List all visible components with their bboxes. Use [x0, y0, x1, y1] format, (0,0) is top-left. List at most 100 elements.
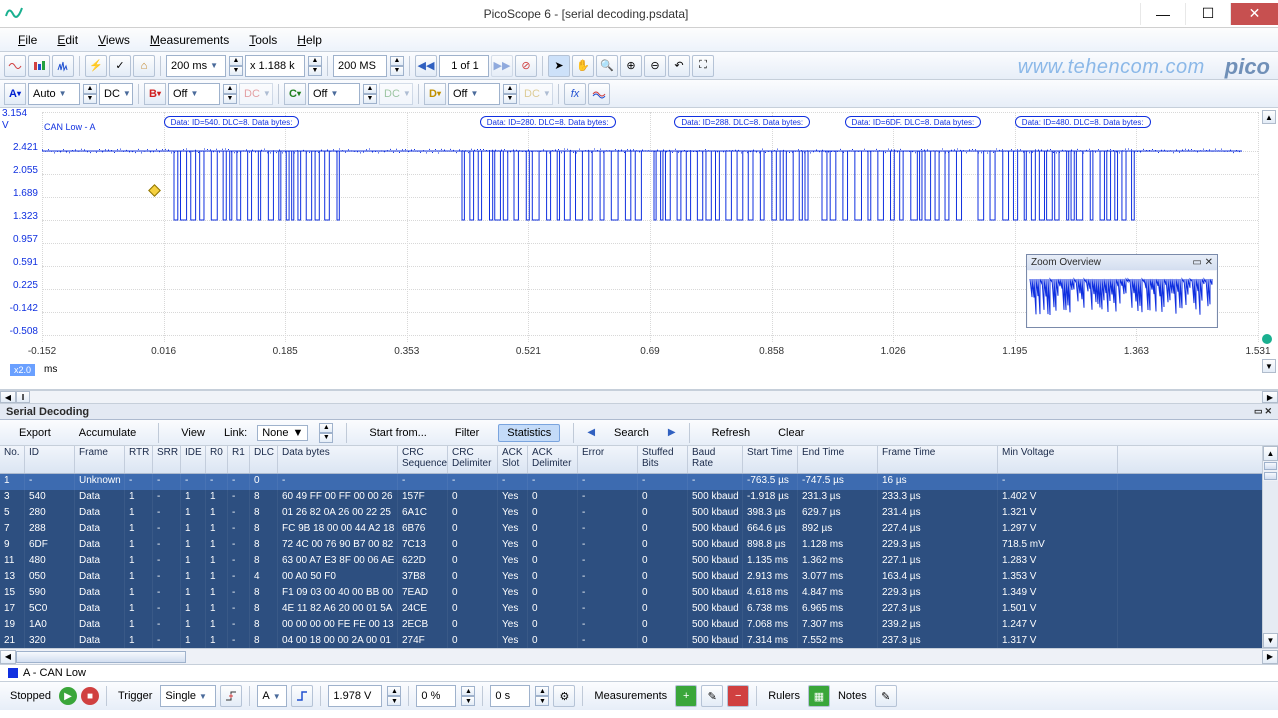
zoom-area-icon[interactable]: 🔍: [596, 55, 618, 77]
channel-d-state[interactable]: Off▼: [448, 83, 500, 105]
minimize-button[interactable]: —: [1140, 3, 1185, 25]
scope-hscroll[interactable]: ◀ ‖ ▶: [0, 390, 1278, 404]
scroll-left-icon[interactable]: ◀: [0, 391, 16, 403]
table-row[interactable]: 96DFData1-11-872 4C 00 76 90 B7 00 827C1…: [0, 538, 1262, 554]
scroll-left2-icon[interactable]: ‖: [16, 391, 30, 403]
stop-icon[interactable]: ■: [81, 687, 99, 705]
page-field[interactable]: 1 of 1: [439, 55, 489, 77]
menu-help[interactable]: Help: [287, 31, 332, 49]
trigger-adv-icon[interactable]: ⚙: [553, 685, 575, 707]
hscroll-thumb[interactable]: [16, 651, 186, 663]
samples-up[interactable]: ▲: [390, 56, 404, 66]
channel-c-coupling[interactable]: DC▼: [379, 83, 413, 105]
table-row[interactable]: 191A0Data1-11-800 00 00 00 FE FE 00 132E…: [0, 618, 1262, 634]
pretrigger-field[interactable]: 0 %: [416, 685, 456, 707]
trigger-mode-combo[interactable]: Single▼: [160, 685, 216, 707]
scope-mode-icon[interactable]: [4, 55, 26, 77]
spectrum-mode-icon[interactable]: [52, 55, 74, 77]
measurements-button[interactable]: Measurements: [590, 690, 671, 702]
startfrom-button[interactable]: Start from...: [360, 424, 435, 442]
decode-bubble[interactable]: Data: ID=480. DLC=8. Data bytes:: [1015, 116, 1151, 128]
hscroll-left-icon[interactable]: ◀: [0, 650, 16, 664]
menu-tools[interactable]: Tools: [239, 31, 287, 49]
link-combo[interactable]: None ▼: [257, 425, 308, 441]
search-button[interactable]: Search: [605, 424, 658, 442]
scroll-right-icon[interactable]: ▶: [1262, 391, 1278, 403]
table-hscroll[interactable]: ◀ ▶: [0, 648, 1278, 664]
ref-icon[interactable]: [588, 83, 610, 105]
channel-a-range[interactable]: Auto▼: [28, 83, 80, 105]
trigger-level-field[interactable]: 1.978 V: [328, 685, 382, 707]
table-row[interactable]: 13050Data1-11-400 A0 50 F037B80Yes0-0500…: [0, 570, 1262, 586]
meas-del-icon[interactable]: −: [727, 685, 749, 707]
channel-b-state[interactable]: Off▼: [168, 83, 220, 105]
table-row[interactable]: 1-Unknown-----0---------763.5 µs-747.5 µ…: [0, 474, 1262, 490]
notes-icon[interactable]: ✎: [875, 685, 897, 707]
menu-edit[interactable]: Edit: [47, 31, 88, 49]
delay-field[interactable]: 0 s: [490, 685, 530, 707]
samples-combo[interactable]: 200 MS: [333, 55, 387, 77]
vscroll-marker2[interactable]: [1264, 472, 1277, 480]
page-first-icon[interactable]: ◀◀: [415, 55, 437, 77]
scope-scroll-down-icon[interactable]: ▼: [1262, 359, 1276, 373]
clear-button[interactable]: Clear: [769, 424, 813, 442]
channel-a-coupling[interactable]: DC▼: [99, 83, 133, 105]
table-body[interactable]: 1-Unknown-----0---------763.5 µs-747.5 µ…: [0, 474, 1262, 648]
timebase-down[interactable]: ▼: [229, 66, 243, 76]
decode-bubble[interactable]: Data: ID=6DF. DLC=8. Data bytes:: [845, 116, 982, 128]
meas-add-icon[interactable]: +: [675, 685, 697, 707]
refresh-button[interactable]: Refresh: [703, 424, 760, 442]
table-header[interactable]: No.IDFrameRTRSRRIDER0R1DLCData bytesCRC …: [0, 446, 1262, 474]
zoom-overview-panel[interactable]: Zoom Overview▭ ✕: [1026, 254, 1218, 328]
decode-bubble[interactable]: Data: ID=288. DLC=8. Data bytes:: [674, 116, 810, 128]
home-icon[interactable]: ⌂: [133, 55, 155, 77]
vscroll-marker1[interactable]: [1264, 462, 1277, 470]
export-button[interactable]: Export: [10, 424, 60, 442]
menu-measurements[interactable]: Measurements: [140, 31, 239, 49]
scope-scroll-up-icon[interactable]: ▲: [1262, 110, 1276, 124]
hscroll-right-icon[interactable]: ▶: [1262, 650, 1278, 664]
math-icon[interactable]: fx: [564, 83, 586, 105]
statistics-button[interactable]: Statistics: [498, 424, 560, 442]
trigger-marker-icon[interactable]: [1262, 334, 1272, 344]
view-button[interactable]: View: [172, 424, 214, 442]
channel-b-coupling[interactable]: DC▼: [239, 83, 273, 105]
timebase-up[interactable]: ▲: [229, 56, 243, 66]
scope-view[interactable]: 3.154 V 2.4212.0551.6891.3230.9570.5910.…: [0, 108, 1278, 390]
zoom-undock-icon[interactable]: ▭: [1192, 257, 1201, 268]
go-icon[interactable]: ▶: [59, 687, 77, 705]
zoom-in-icon[interactable]: ⊕: [620, 55, 642, 77]
table-row[interactable]: 21320Data1-11-804 00 18 00 00 2A 00 0127…: [0, 634, 1262, 648]
search-prev-icon[interactable]: ◀: [587, 427, 595, 438]
channel-c-state[interactable]: Off▼: [308, 83, 360, 105]
hand-icon[interactable]: ✋: [572, 55, 594, 77]
channel-d-button[interactable]: D▾: [424, 83, 446, 105]
channel-a-button[interactable]: A▾: [4, 83, 26, 105]
menu-views[interactable]: Views: [88, 31, 140, 49]
trigger-channel-combo[interactable]: A▼: [257, 685, 287, 707]
accumulate-button[interactable]: Accumulate: [70, 424, 145, 442]
decode-bubble[interactable]: Data: ID=540. DLC=8. Data bytes:: [164, 116, 300, 128]
channel-c-button[interactable]: C▾: [284, 83, 306, 105]
xscale-field[interactable]: x 1.188 k: [245, 55, 305, 77]
undo-zoom-icon[interactable]: ↶: [668, 55, 690, 77]
zoom-close-icon[interactable]: ✕: [1205, 257, 1213, 268]
vscroll-up-icon[interactable]: ▲: [1263, 446, 1278, 461]
close-button[interactable]: ✕: [1230, 3, 1278, 25]
maximize-button[interactable]: ☐: [1185, 3, 1230, 25]
vscroll-down-icon[interactable]: ▼: [1263, 633, 1278, 648]
decode-close-icon[interactable]: ✕: [1264, 406, 1272, 417]
table-row[interactable]: 7288Data1-11-8FC 9B 18 00 00 44 A2 186B7…: [0, 522, 1262, 538]
pointer-icon[interactable]: ➤: [548, 55, 570, 77]
table-row[interactable]: 5280Data1-11-801 26 82 0A 26 00 22 256A1…: [0, 506, 1262, 522]
search-next-icon[interactable]: ▶: [668, 427, 676, 438]
timebase-combo[interactable]: 200 ms▼: [166, 55, 226, 77]
samples-down[interactable]: ▼: [390, 66, 404, 76]
decode-bubble[interactable]: Data: ID=280. DLC=8. Data bytes:: [480, 116, 616, 128]
persist-mode-icon[interactable]: [28, 55, 50, 77]
channel-d-coupling[interactable]: DC▼: [519, 83, 553, 105]
demo-icon[interactable]: ✓: [109, 55, 131, 77]
decode-undock-icon[interactable]: ▭: [1254, 406, 1263, 417]
zoom-out-icon[interactable]: ⊖: [644, 55, 666, 77]
meas-edit-icon[interactable]: ✎: [701, 685, 723, 707]
